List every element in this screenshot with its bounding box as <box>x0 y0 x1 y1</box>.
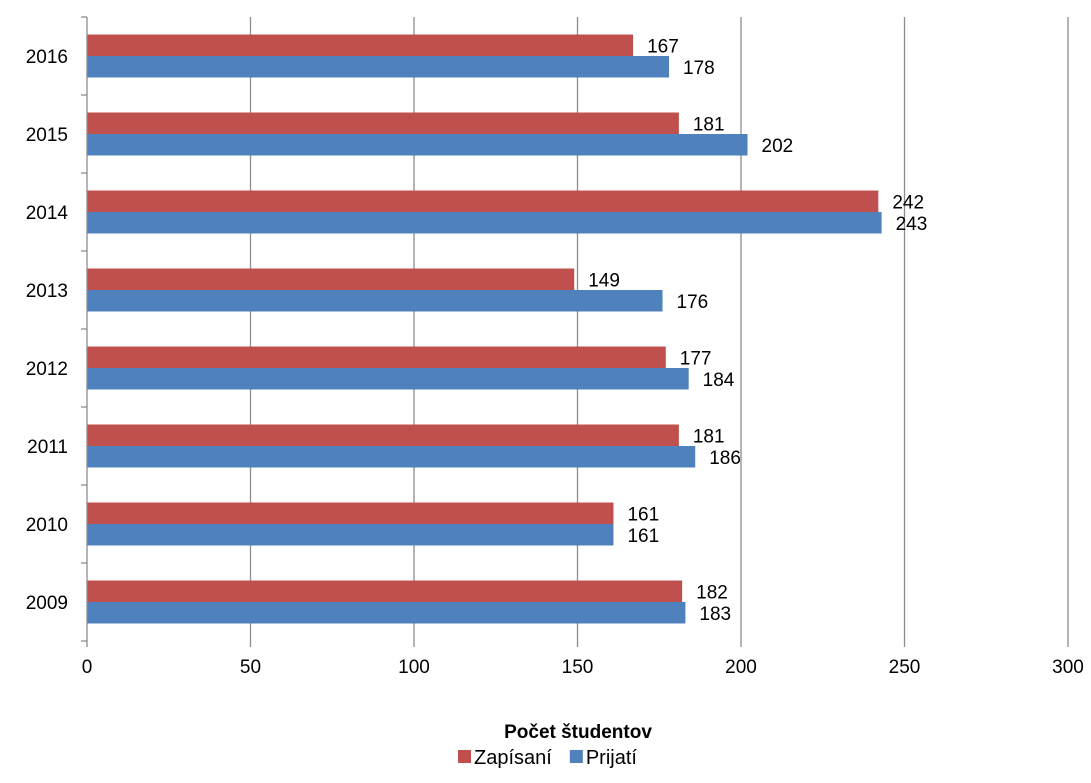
data-label: 186 <box>709 448 741 469</box>
x-tick-label: 150 <box>562 657 594 678</box>
data-label: 176 <box>677 292 709 313</box>
bar-series-1 <box>87 268 575 290</box>
category-label: 2011 <box>27 437 68 458</box>
data-label: 181 <box>693 426 725 447</box>
data-label: 202 <box>762 136 794 157</box>
legend-label: Zapísaní <box>474 747 552 769</box>
bar-series-1 <box>87 34 634 56</box>
data-label: 184 <box>703 370 735 391</box>
data-label: 242 <box>892 192 924 213</box>
bar-series-2 <box>87 290 663 312</box>
bars <box>87 34 882 624</box>
category-label: 2015 <box>26 125 68 146</box>
data-labels: 1671781812022422431491761771841811861611… <box>588 36 927 625</box>
bar-series-1 <box>87 346 666 368</box>
bar-series-2 <box>87 446 696 468</box>
legend: Zapísaní Prijatí <box>458 747 637 769</box>
legend-label: Prijatí <box>586 747 638 769</box>
legend-swatch <box>569 750 583 763</box>
bar-series-1 <box>87 424 679 446</box>
legend-swatch <box>458 750 471 763</box>
data-label: 161 <box>627 504 659 525</box>
bar-series-2 <box>87 212 882 234</box>
data-label: 243 <box>896 214 928 235</box>
grid-lines <box>249 17 1069 641</box>
bar-series-2 <box>87 602 686 624</box>
bar-series-1 <box>87 580 683 602</box>
bar-series-2 <box>87 134 748 156</box>
x-tick-label: 250 <box>889 657 921 678</box>
category-label: 2013 <box>26 281 68 302</box>
category-label: 2009 <box>26 593 68 614</box>
bar-series-2 <box>87 368 689 390</box>
data-label: 161 <box>627 526 659 547</box>
bar-series-1 <box>87 112 679 134</box>
data-label: 177 <box>680 348 712 369</box>
category-label: 2016 <box>26 47 68 68</box>
x-axis-title: Počet študentov <box>504 722 652 743</box>
bar-series-2 <box>87 56 670 78</box>
x-tick-label: 0 <box>82 657 93 678</box>
x-tick-label: 50 <box>240 657 261 678</box>
bar-series-1 <box>87 502 614 524</box>
x-tick-label: 200 <box>725 657 757 678</box>
category-label: 2014 <box>26 203 69 224</box>
x-tick-label: 100 <box>398 657 430 678</box>
axes: 0 50 100 150 200 250 300 2016 2015 2014 2013 2012 20… <box>26 16 1084 678</box>
data-label: 182 <box>696 582 728 603</box>
data-label: 181 <box>693 114 725 135</box>
category-label: 2012 <box>26 359 68 380</box>
data-label: 149 <box>588 270 620 291</box>
x-tick-label: 300 <box>1052 657 1084 678</box>
data-label: 167 <box>647 36 679 57</box>
bar-series-1 <box>87 190 879 212</box>
category-label: 2010 <box>26 515 68 536</box>
bar-series-2 <box>87 524 614 546</box>
data-label: 183 <box>699 604 731 625</box>
data-label: 178 <box>683 58 715 79</box>
